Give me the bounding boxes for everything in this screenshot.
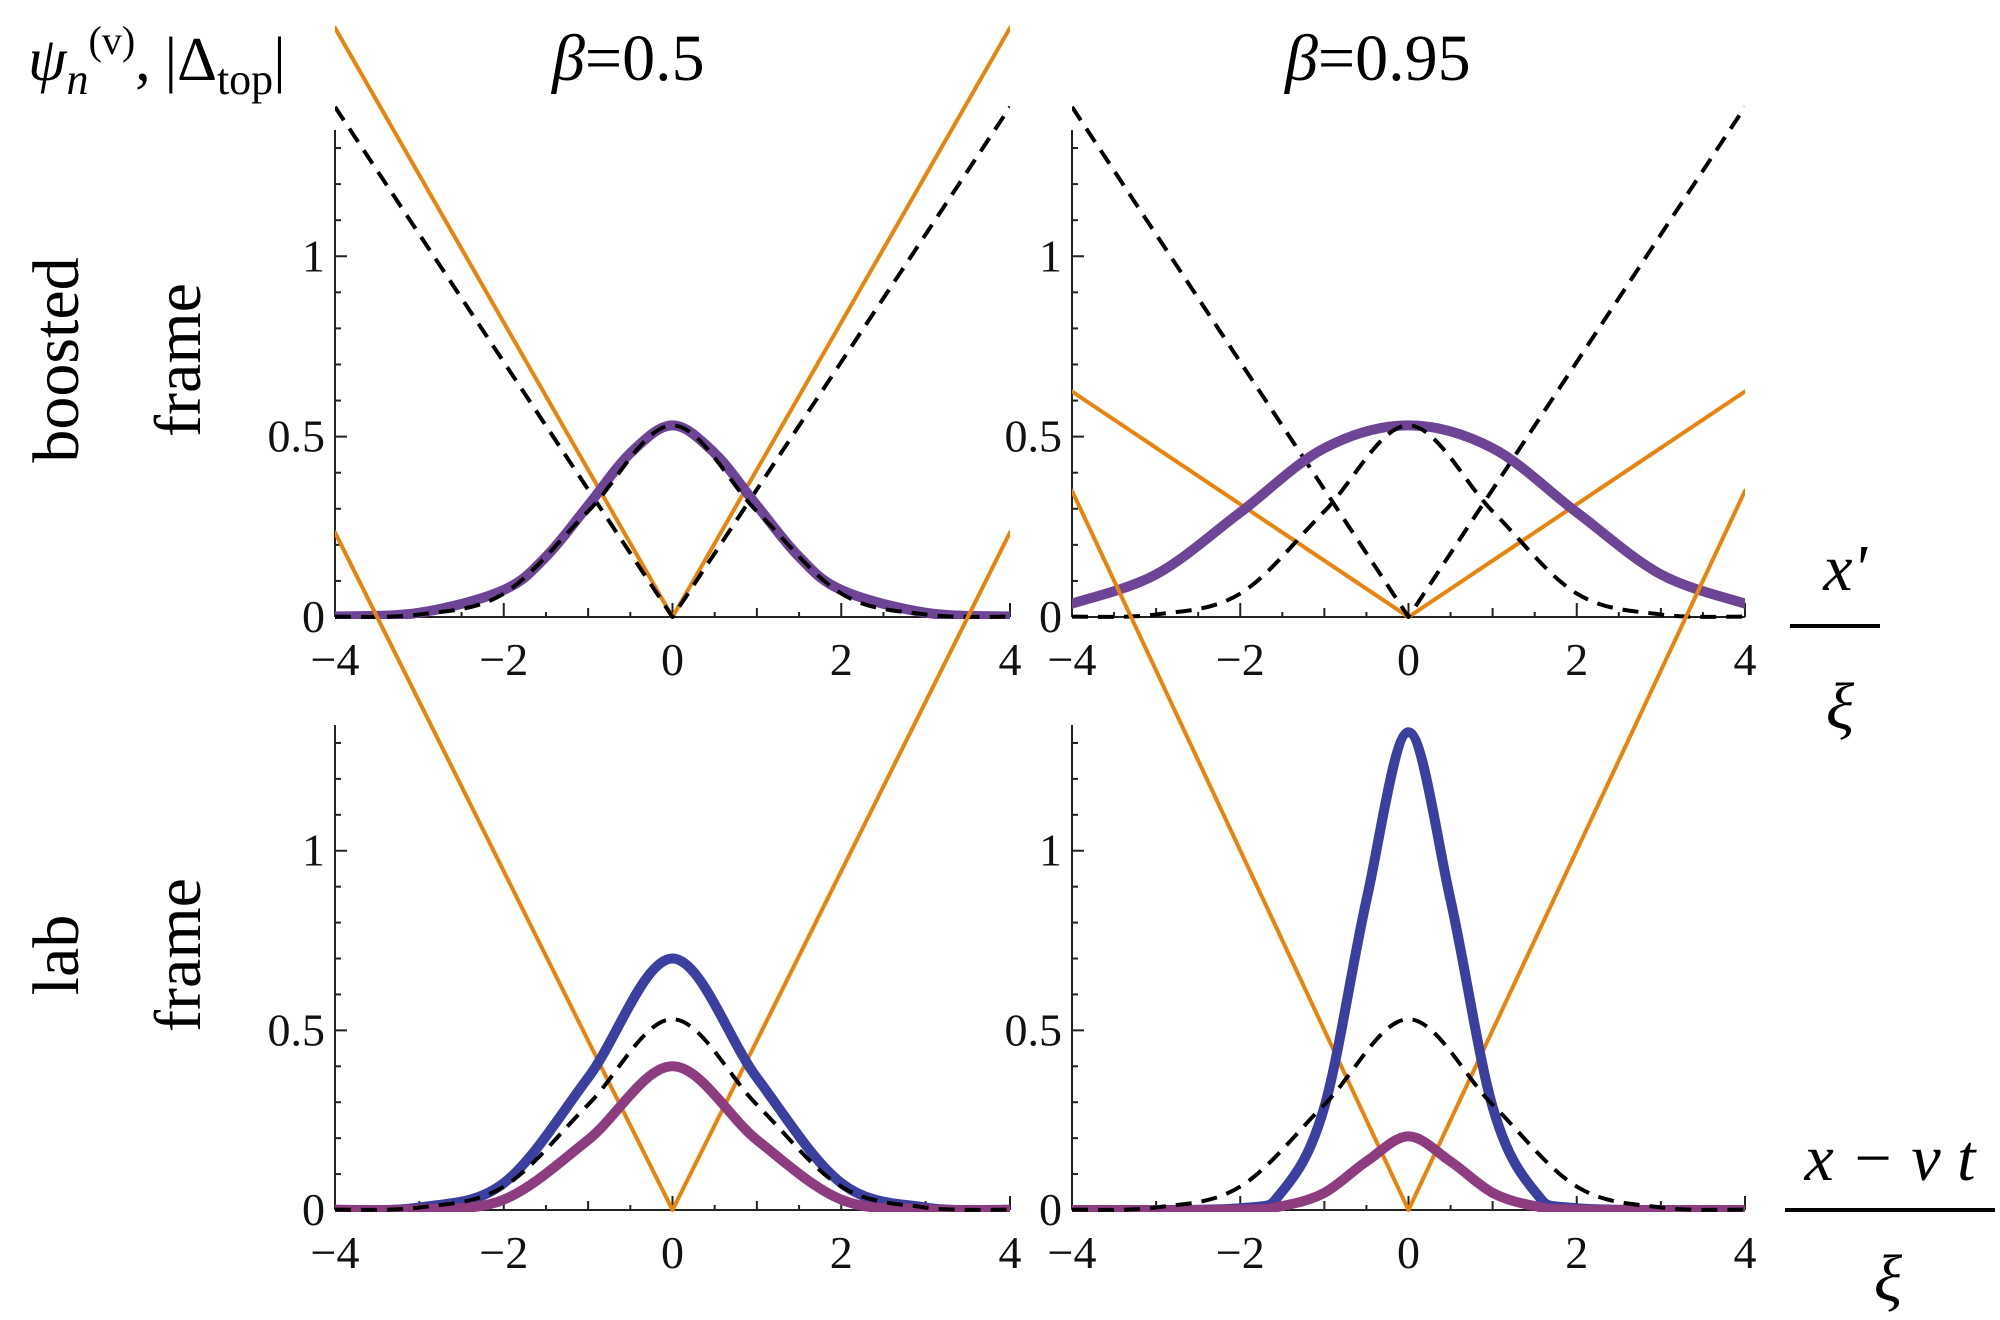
ylabel-top: top xyxy=(217,55,273,104)
y-tick-label: 0.5 xyxy=(268,411,326,462)
y-tick-label: 1 xyxy=(302,825,325,876)
x-tick-label: −4 xyxy=(1048,634,1097,685)
ylabel-delta-open: |Δ xyxy=(165,26,217,94)
panel-4: −4 −2 0 2 4 0 0.5 1 xyxy=(1005,488,1757,1278)
column-title-beta-symbol: β xyxy=(550,22,585,95)
x-tick-label: 0 xyxy=(1397,634,1420,685)
y-tick-label: 1 xyxy=(1039,230,1062,281)
x-tick-label: 0 xyxy=(1397,1227,1420,1278)
xlabel-top-denominator: ξ xyxy=(1826,670,1855,743)
series-orange-solid xyxy=(335,530,1010,1212)
y-tick-label: 0.5 xyxy=(1005,1004,1063,1055)
y-tick-label: 0 xyxy=(302,591,325,642)
x-tick-label: 2 xyxy=(1565,634,1588,685)
corner-ylabel: ψn(v), |Δtop| xyxy=(28,18,286,104)
series-purple-thick xyxy=(1072,420,1745,609)
series-dashed-v xyxy=(335,105,1010,619)
series-dashed-bump xyxy=(335,423,1010,619)
x-tick-label: 4 xyxy=(999,634,1022,685)
series-dashed-bump xyxy=(1072,1017,1745,1212)
y-tick-label: 0 xyxy=(1039,1184,1062,1235)
row-label-boosted: boosted xyxy=(20,257,93,462)
xlabel-top-numerator: x' xyxy=(1822,532,1868,605)
y-tick-label: 0.5 xyxy=(268,1004,326,1055)
x-tick-label: 2 xyxy=(1565,1227,1588,1278)
x-tick-label: 4 xyxy=(1734,634,1757,685)
x-tick-label: −2 xyxy=(1216,634,1265,685)
x-tick-label: −2 xyxy=(479,634,528,685)
x-tick-label: 4 xyxy=(999,1227,1022,1278)
series-group xyxy=(1072,488,1745,1212)
series-group xyxy=(335,530,1010,1212)
column-title-value: =0.5 xyxy=(585,22,705,95)
x-tick-label: 4 xyxy=(1734,1227,1757,1278)
y-tick-label: 0 xyxy=(302,1184,325,1235)
series-purple-thick xyxy=(335,420,1010,619)
x-tick-label: 0 xyxy=(661,634,684,685)
xlabel-bottom-denominator: ξ xyxy=(1874,1242,1903,1315)
series-orange-solid xyxy=(1072,488,1745,1212)
x-tick-label: 2 xyxy=(830,1227,853,1278)
series-blue-thick xyxy=(1072,727,1745,1212)
x-tick-label: 2 xyxy=(830,634,853,685)
x-tick-label: −4 xyxy=(311,1227,360,1278)
series-magenta-thick xyxy=(335,1061,1010,1212)
xlabel-bottom-numerator: x − v t xyxy=(1804,1122,1978,1195)
series-dashed-bump xyxy=(335,1017,1010,1212)
panel-2: −4 −2 0 2 4 0 0.5 1 xyxy=(1005,105,1757,685)
y-tick-label: 1 xyxy=(1039,825,1062,876)
series-dashed-bump xyxy=(1072,423,1745,619)
y-tick-label: 0.5 xyxy=(1005,411,1063,462)
column-title-beta-05: β=0.5 xyxy=(550,22,705,95)
panels: −4 −2 0 2 400.51−4 −2 0 2 400.51−4 −2 0 2 400.51−4 −2… xyxy=(268,25,1757,1278)
row-label-boosted-frame: frame xyxy=(142,283,215,437)
series-magenta-thick xyxy=(1072,1131,1745,1212)
panel-1: −4 −2 0 2 4 0 0.5 1 xyxy=(268,25,1022,685)
series-dashed-v xyxy=(1072,105,1745,619)
ylabel-delta-close: | xyxy=(273,26,285,94)
row-label-lab: lab xyxy=(20,915,93,996)
x-tick-label: 0 xyxy=(661,1227,684,1278)
y-tick-label: 1 xyxy=(302,230,325,281)
column-title-value: =0.95 xyxy=(1318,22,1471,95)
x-tick-label: −4 xyxy=(311,634,360,685)
series-group xyxy=(335,25,1010,619)
ylabel-v-sup: (v) xyxy=(89,18,136,63)
series-orange-solid xyxy=(335,25,1010,619)
series-group xyxy=(1072,105,1745,619)
panel-3: −4 −2 0 2 4 0 0.5 1 xyxy=(268,530,1022,1278)
ylabel-psi: ψ xyxy=(28,26,68,94)
y-tick-label: 0 xyxy=(1039,591,1062,642)
column-title-beta-095: β=0.95 xyxy=(1283,22,1471,95)
x-tick-label: −2 xyxy=(1216,1227,1265,1278)
series-blue-thick xyxy=(335,953,1010,1212)
x-tick-label: −2 xyxy=(479,1227,528,1278)
column-title-beta-symbol: β xyxy=(1283,22,1318,95)
ylabel-sep: , xyxy=(135,26,151,94)
row-label-lab-frame: frame xyxy=(142,878,215,1032)
ylabel-n: n xyxy=(67,55,89,104)
x-tick-label: −4 xyxy=(1048,1227,1097,1278)
